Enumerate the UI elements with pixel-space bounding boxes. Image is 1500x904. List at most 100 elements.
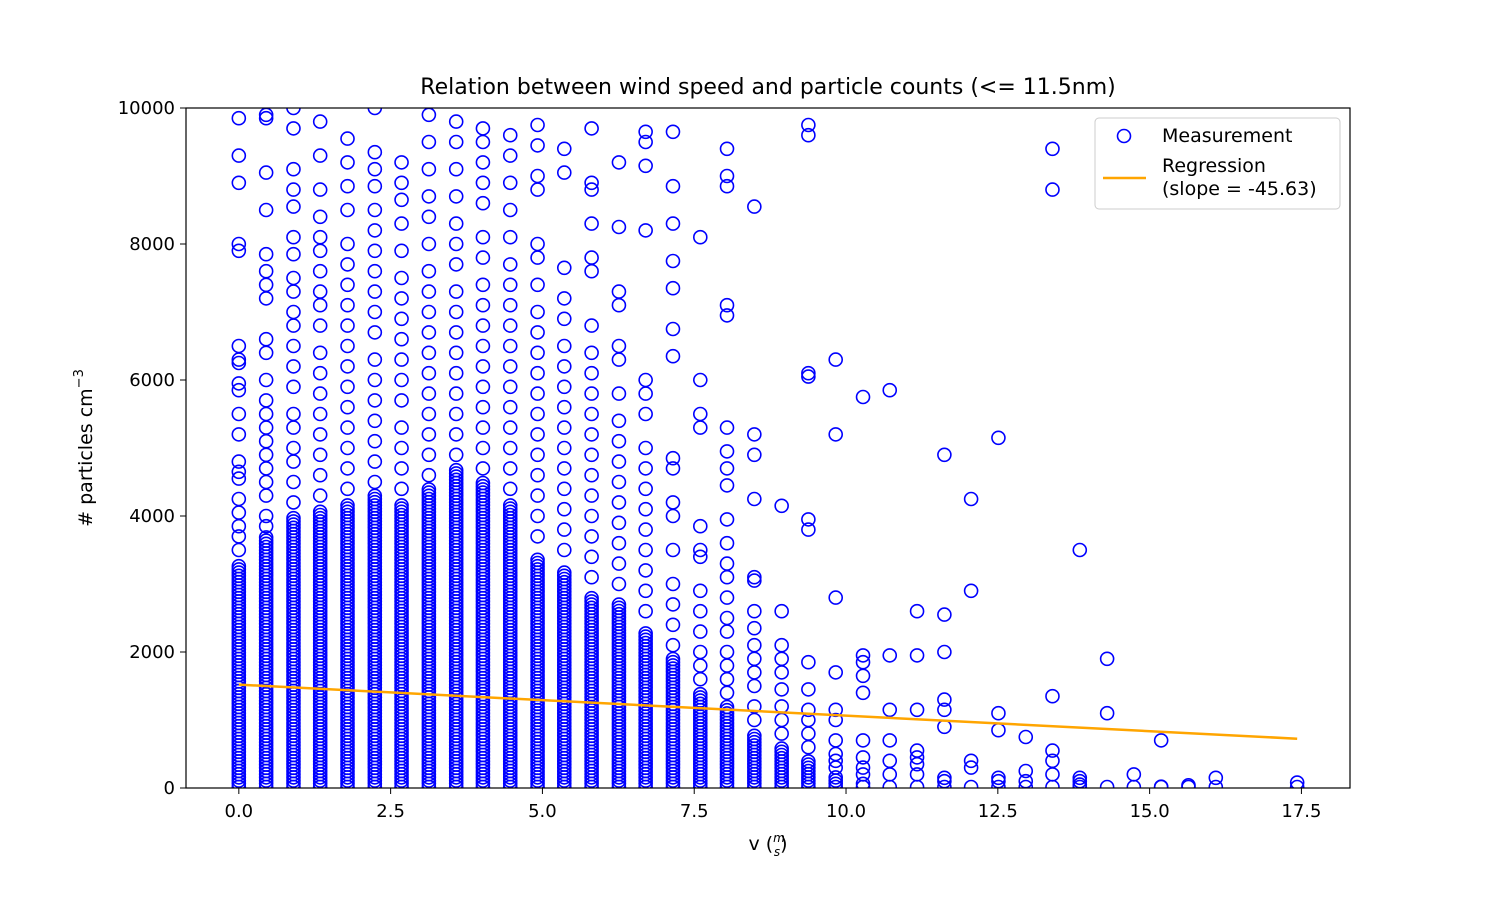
data-point	[286, 454, 301, 469]
data-point	[475, 338, 491, 354]
data-point	[258, 110, 274, 126]
data-point	[448, 365, 464, 381]
data-point	[855, 668, 871, 684]
data-point	[556, 481, 572, 497]
legend-measurement-label: Measurement	[1162, 125, 1292, 147]
data-point	[1045, 767, 1060, 782]
data-point	[530, 508, 545, 524]
data-point	[286, 359, 301, 374]
data-point	[719, 168, 735, 184]
data-point	[692, 372, 708, 388]
data-point	[394, 352, 409, 367]
x-tick-label: 5.0	[528, 801, 557, 822]
data-point	[556, 501, 572, 517]
data-point	[801, 365, 816, 381]
data-point	[556, 542, 572, 558]
data-point	[611, 576, 627, 592]
data-point	[448, 304, 464, 320]
data-point	[556, 260, 572, 276]
data-point	[231, 558, 247, 574]
data-point	[937, 719, 952, 735]
data-point	[638, 134, 653, 150]
data-point	[1181, 777, 1196, 788]
data-point	[286, 304, 301, 320]
data-point	[258, 277, 274, 293]
data-point	[367, 454, 383, 469]
data-point	[231, 529, 247, 544]
data-point	[584, 121, 599, 136]
data-point	[258, 530, 274, 545]
data-point	[502, 257, 518, 272]
data-point	[611, 155, 627, 170]
data-point	[937, 770, 952, 786]
data-point	[828, 352, 844, 367]
data-point	[611, 515, 627, 531]
data-point	[286, 440, 301, 456]
data-point	[394, 372, 409, 388]
data-point	[801, 522, 816, 537]
data-point	[340, 461, 355, 476]
data-point	[774, 682, 789, 697]
data-point	[1126, 767, 1142, 782]
data-point	[367, 223, 383, 238]
data-point	[719, 420, 735, 435]
data-point	[909, 603, 925, 619]
data-point	[530, 386, 545, 401]
data-point	[556, 165, 572, 180]
data-point	[231, 491, 247, 507]
data-point	[448, 325, 464, 340]
data-point	[448, 257, 464, 272]
data-point	[1045, 753, 1060, 769]
data-point	[556, 440, 572, 456]
data-point	[475, 379, 491, 395]
data-point	[855, 767, 871, 782]
data-point	[530, 117, 545, 133]
data-point	[719, 297, 735, 313]
data-point	[502, 277, 518, 293]
data-point	[584, 508, 599, 524]
data-point	[692, 406, 708, 422]
data-point	[231, 471, 247, 486]
data-point	[665, 461, 681, 476]
data-point	[286, 270, 301, 286]
x-axis-label: v (m s)	[748, 831, 787, 859]
data-point	[448, 462, 464, 478]
data-point	[530, 304, 545, 320]
data-point	[530, 182, 545, 197]
data-point	[475, 121, 491, 136]
data-point	[258, 488, 274, 503]
data-point	[312, 318, 328, 333]
data-point	[937, 692, 952, 707]
data-point	[774, 741, 789, 756]
data-point	[556, 522, 572, 537]
data-point	[1099, 705, 1115, 721]
data-point	[638, 583, 653, 599]
data-point	[1045, 743, 1060, 758]
data-point	[1289, 775, 1305, 788]
data-point	[1018, 763, 1034, 779]
data-point	[909, 648, 925, 663]
data-point	[719, 590, 735, 605]
data-point	[801, 682, 816, 697]
data-point	[855, 733, 871, 748]
data-point	[394, 461, 409, 476]
data-point	[475, 175, 491, 191]
data-point	[611, 386, 627, 401]
data-point	[692, 603, 708, 619]
data-point	[286, 229, 301, 245]
data-point	[394, 311, 409, 327]
data-point	[421, 467, 437, 483]
data-point	[231, 454, 247, 469]
data-point	[774, 712, 789, 728]
data-point	[611, 495, 627, 510]
data-point	[801, 702, 816, 718]
y-tick-label: 6000	[129, 370, 175, 391]
data-point	[692, 518, 708, 534]
data-point	[611, 433, 627, 449]
data-point	[556, 338, 572, 354]
data-point	[584, 216, 599, 231]
data-point	[719, 478, 735, 493]
data-point	[638, 223, 653, 238]
data-point	[286, 510, 301, 526]
